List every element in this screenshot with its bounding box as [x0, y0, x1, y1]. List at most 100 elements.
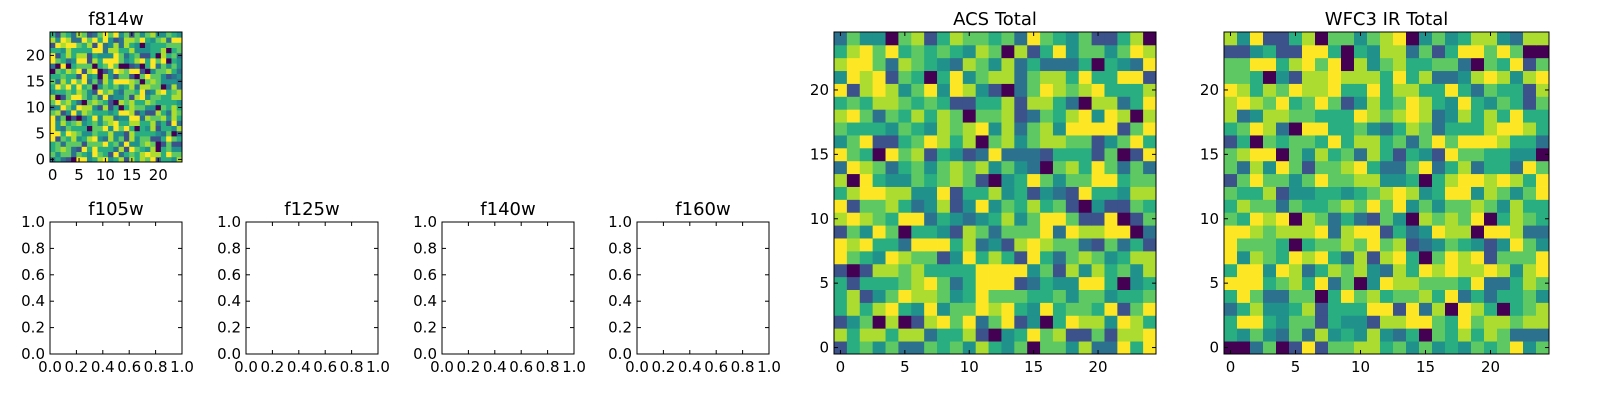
heatmap-cell	[176, 68, 183, 74]
heatmap-cell	[1263, 109, 1277, 123]
heatmap-cell	[1143, 289, 1157, 303]
heatmap-cell	[65, 104, 72, 111]
heatmap-cell	[975, 147, 989, 162]
heatmap-cell	[1471, 225, 1485, 239]
heatmap-cell	[1117, 276, 1131, 290]
heatmap-cell	[1276, 83, 1290, 97]
y-tick-label: 10	[26, 98, 45, 116]
heatmap-cell	[1328, 135, 1342, 149]
heatmap-cell	[1445, 32, 1459, 46]
heatmap-cell	[898, 44, 912, 59]
heatmap-cell	[1250, 147, 1264, 162]
heatmap-cell	[171, 47, 178, 54]
heatmap-cell	[1497, 263, 1511, 278]
heatmap-cell	[1104, 70, 1118, 84]
heatmap-cell	[155, 42, 162, 48]
heatmap-cell	[60, 156, 67, 163]
heatmap-cell	[1354, 250, 1368, 265]
heatmap-cell	[1052, 32, 1067, 46]
heatmap-cell	[1471, 238, 1485, 252]
heatmap-cell	[1130, 199, 1144, 213]
heatmap-cell	[1354, 238, 1368, 252]
heatmap-cell	[71, 115, 77, 121]
heatmap-cell	[1117, 135, 1131, 149]
heatmap-cell	[924, 186, 938, 200]
heatmap-cell	[86, 89, 93, 95]
heatmap-cell	[1263, 199, 1277, 213]
heatmap-cell	[1380, 186, 1394, 200]
heatmap-cell	[145, 156, 151, 163]
heatmap-cell	[937, 289, 951, 303]
heatmap-cell	[1078, 135, 1092, 149]
heatmap-cell	[1143, 186, 1157, 200]
heatmap-cell	[55, 52, 61, 59]
heatmap-cell	[86, 115, 93, 121]
heatmap-cell	[65, 42, 72, 48]
heatmap-cell	[155, 78, 162, 85]
heatmap-cell	[86, 136, 93, 142]
heatmap-cell	[1027, 160, 1041, 175]
heatmap-cell	[1354, 263, 1368, 278]
heatmap-cell	[1458, 341, 1472, 355]
heatmap-cell	[1250, 83, 1264, 97]
heatmap-cell	[872, 238, 886, 252]
heatmap-cell	[1406, 276, 1420, 290]
heatmap-cell	[1091, 225, 1105, 239]
heatmap-cell	[1328, 263, 1342, 278]
heatmap-cell	[1237, 173, 1251, 187]
heatmap-cell	[1510, 328, 1524, 342]
heatmap-cell	[1445, 276, 1459, 290]
heatmap-cell	[1250, 302, 1264, 316]
heatmap-cell	[139, 89, 146, 95]
heatmap-cell	[113, 52, 120, 59]
heatmap-cell	[872, 70, 886, 84]
heatmap-cell	[1406, 199, 1420, 213]
heatmap-cell	[1536, 147, 1550, 162]
heatmap-cell	[1276, 32, 1290, 46]
heatmap-cell	[1484, 173, 1498, 187]
heatmap-cell	[1263, 96, 1277, 110]
heatmap-cell	[1406, 135, 1420, 149]
heatmap-cell	[846, 263, 861, 278]
heatmap-cell	[134, 52, 141, 59]
heatmap-cell	[123, 146, 130, 152]
heatmap-cell	[1523, 250, 1537, 265]
heatmap-cell	[129, 151, 135, 158]
heatmap-cell	[1432, 328, 1446, 342]
heatmap-cell	[872, 315, 886, 329]
heatmap-cell	[1250, 212, 1264, 226]
heatmap-cell	[1380, 199, 1394, 213]
heatmap-cell	[1250, 289, 1264, 303]
heatmap-cell	[150, 52, 156, 59]
heatmap-cell	[108, 78, 114, 85]
heatmap-cell	[1014, 57, 1028, 72]
heatmap-cell	[1380, 83, 1394, 97]
heatmap-cell	[86, 73, 93, 80]
heatmap-cell	[92, 94, 98, 100]
heatmap-cell	[1091, 199, 1105, 213]
heatmap-cell	[160, 110, 167, 116]
y-tick-label: 15	[1200, 145, 1219, 163]
heatmap-cell	[1341, 122, 1355, 136]
heatmap-cell	[1276, 160, 1290, 175]
heatmap-cell	[1065, 122, 1080, 136]
heatmap-cell	[1445, 109, 1459, 123]
heatmap-cell	[166, 156, 172, 163]
heatmap-cell	[123, 151, 130, 158]
heatmap-cell	[1040, 276, 1054, 290]
heatmap-cell	[1276, 70, 1290, 84]
heatmap-cell	[1302, 276, 1316, 290]
heatmap-cell	[872, 57, 886, 72]
heatmap-cell	[1117, 173, 1131, 187]
heatmap-cell	[92, 89, 98, 95]
heatmap-cell	[92, 104, 98, 111]
heatmap-cell	[1040, 199, 1054, 213]
heatmap-cell	[81, 151, 88, 158]
heatmap-cell	[1276, 328, 1290, 342]
heatmap-cell	[1497, 57, 1511, 72]
heatmap-cell	[1078, 57, 1092, 72]
heatmap-cell	[1497, 135, 1511, 149]
heatmap-cell	[1406, 147, 1420, 162]
heatmap-cell	[846, 250, 861, 265]
heatmap-cell	[1263, 147, 1277, 162]
